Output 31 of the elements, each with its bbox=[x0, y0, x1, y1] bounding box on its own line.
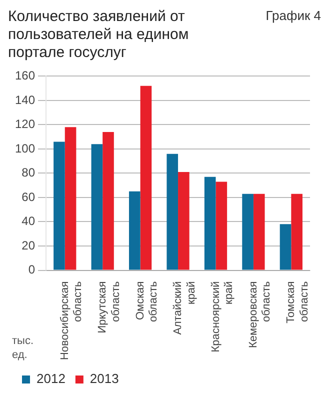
legend-label: 2013 bbox=[90, 371, 119, 386]
y-tick-label: 120 bbox=[14, 117, 36, 132]
x-tick-label: Красноярский край bbox=[210, 281, 235, 352]
bar bbox=[216, 182, 228, 270]
bar bbox=[204, 176, 216, 270]
y-tick-label: 0 bbox=[28, 262, 36, 277]
bar bbox=[280, 224, 292, 270]
x-tick-label: Новосибирская область bbox=[58, 281, 84, 360]
y-tick-label: 100 bbox=[14, 141, 36, 156]
text: График 4 bbox=[266, 8, 321, 23]
y-tick-label: 140 bbox=[14, 92, 36, 107]
y-tick-label: 60 bbox=[22, 190, 36, 204]
y-tick-label: 80 bbox=[22, 166, 36, 180]
bar bbox=[242, 194, 254, 270]
y-tick-label: 40 bbox=[22, 214, 36, 228]
y-tick-label: 160 bbox=[14, 68, 36, 83]
bar bbox=[54, 142, 65, 270]
legend-label: 2012 bbox=[36, 371, 66, 386]
bar bbox=[102, 132, 114, 270]
bar bbox=[91, 144, 103, 270]
bar bbox=[291, 194, 302, 270]
chart-title: Количество заявлений от пользователей на едином портале госуслуг bbox=[8, 8, 190, 62]
bar bbox=[166, 154, 178, 270]
bar bbox=[253, 194, 265, 270]
bar bbox=[178, 172, 190, 270]
y-tick-label: 20 bbox=[22, 238, 36, 252]
bar bbox=[140, 86, 152, 270]
bar bbox=[64, 127, 76, 270]
y-axis-title: тыс. ед. bbox=[12, 335, 34, 362]
x-tick-label: Алтайский край bbox=[172, 281, 198, 335]
bar bbox=[128, 191, 140, 270]
